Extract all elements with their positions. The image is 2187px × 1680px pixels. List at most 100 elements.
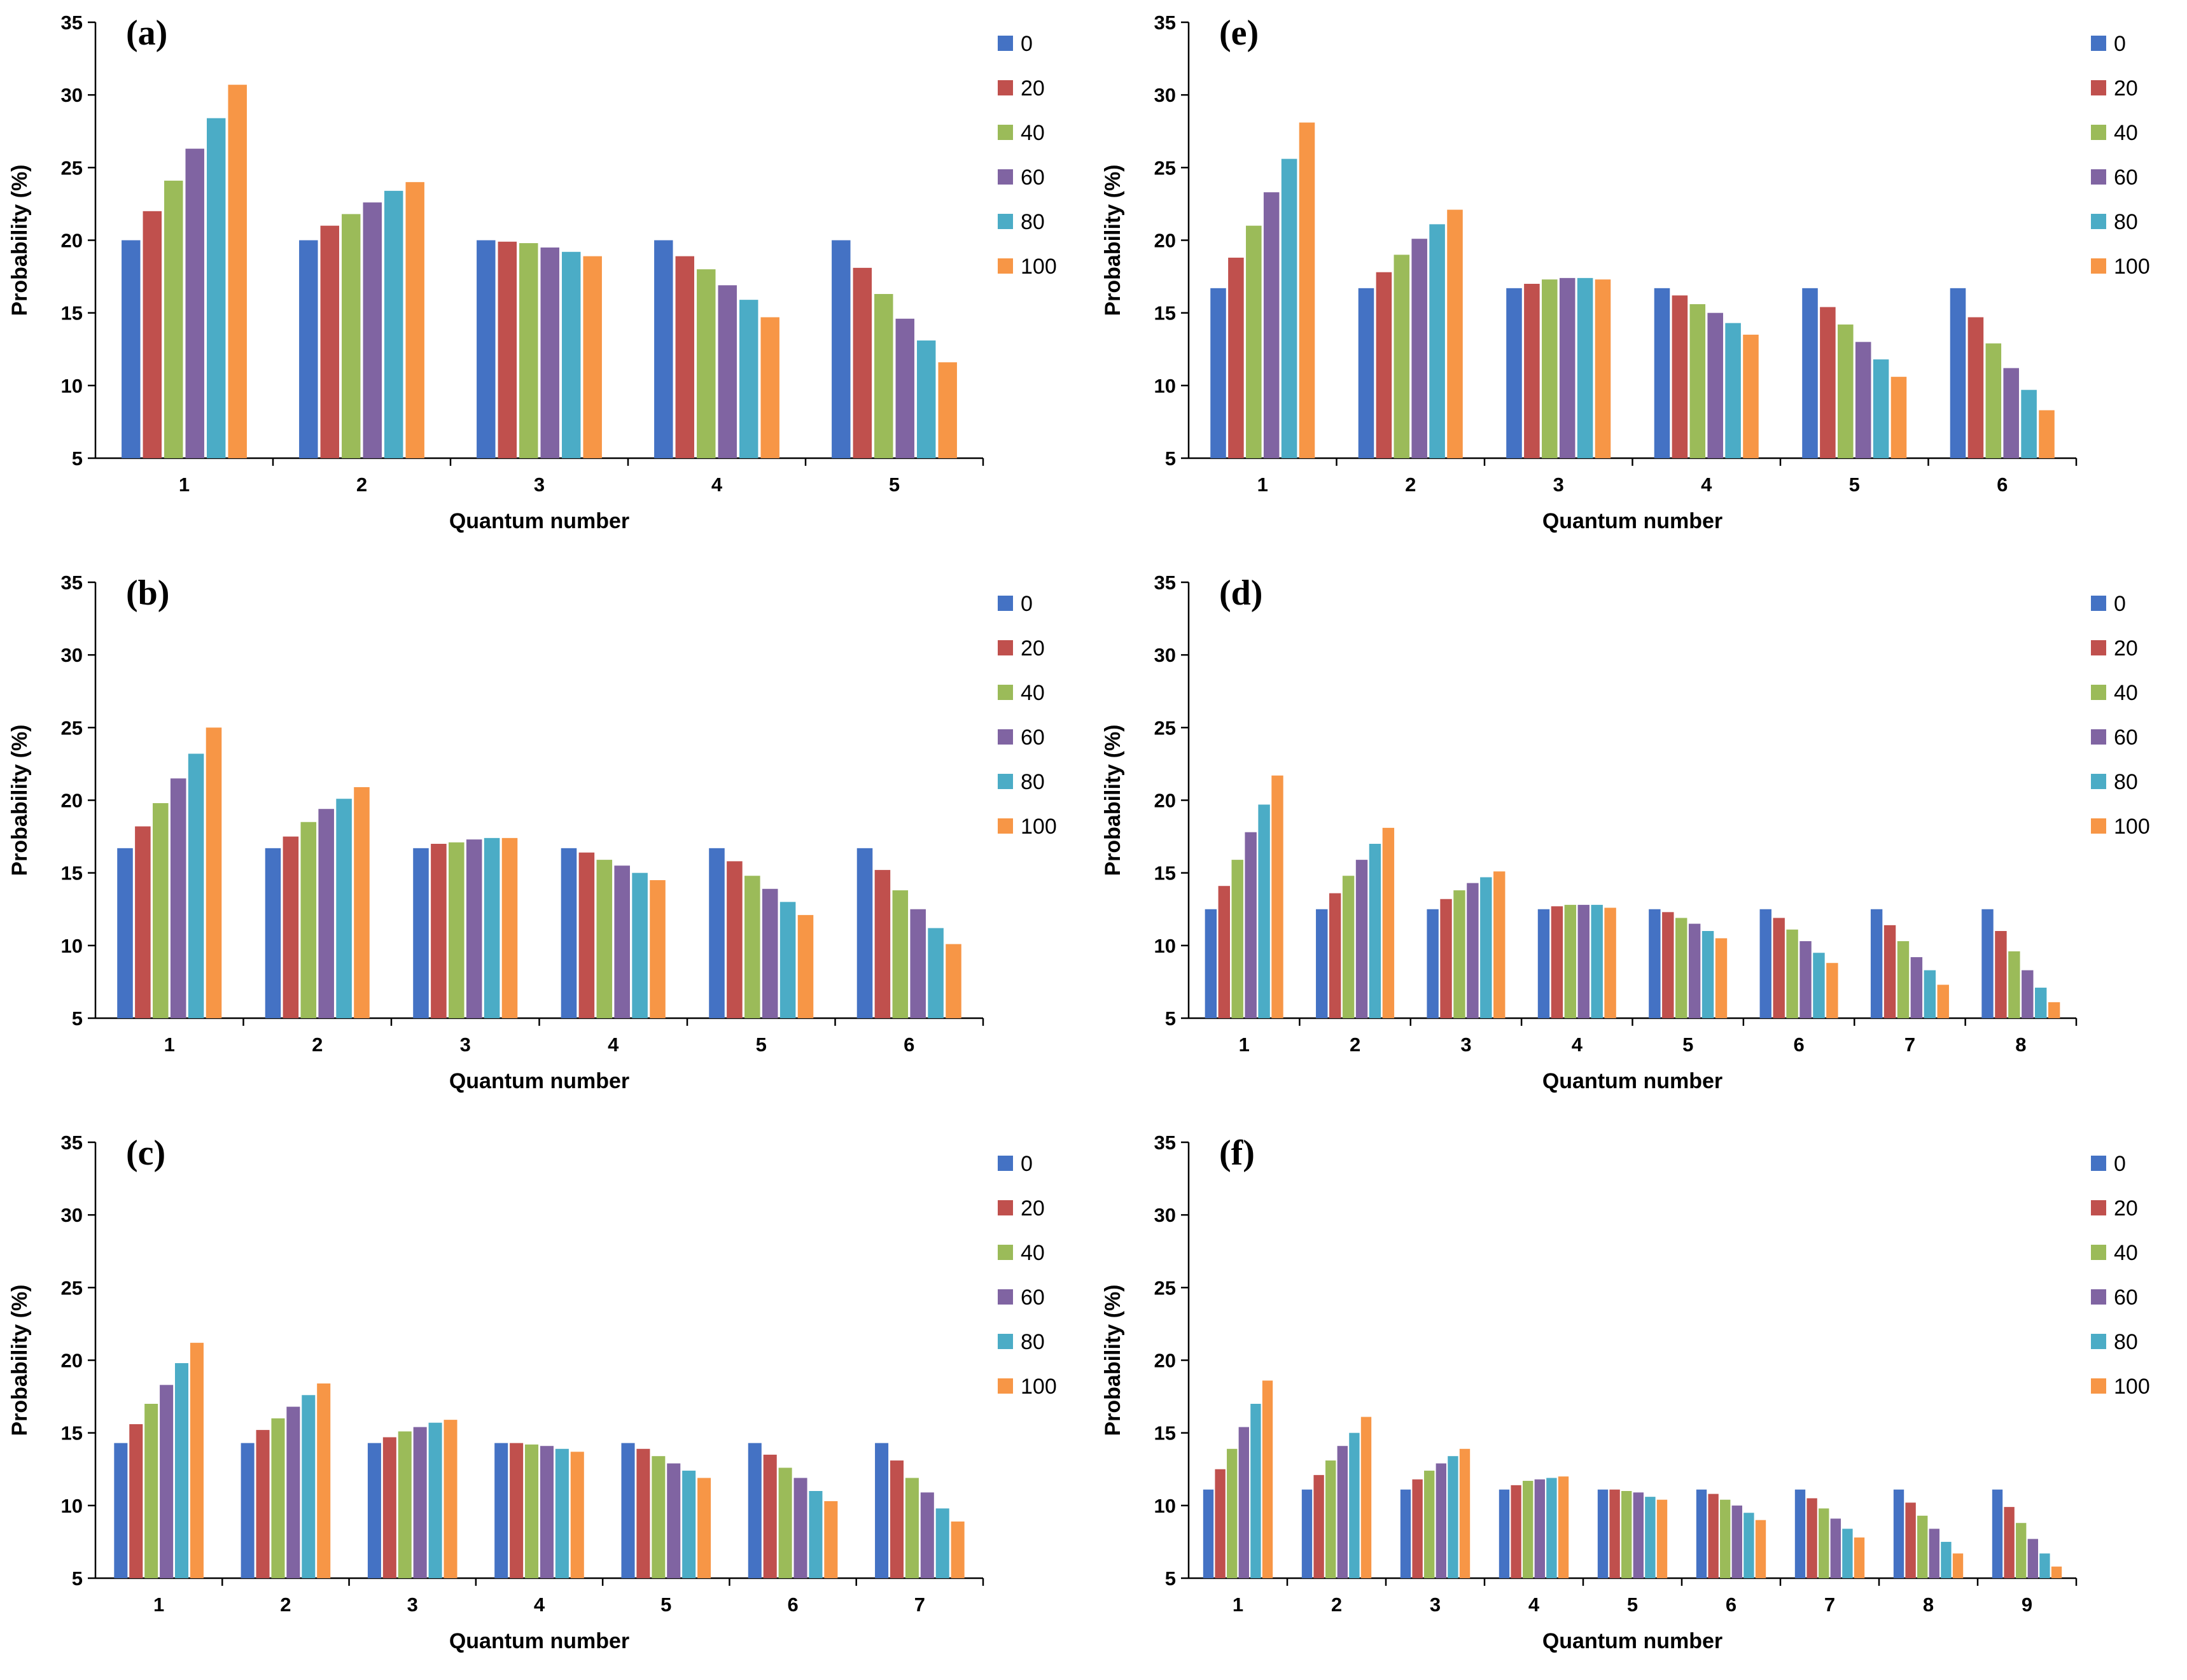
legend-label: 100 xyxy=(1021,1375,1057,1399)
bar-4-80 xyxy=(1546,1478,1557,1578)
bar-1-80 xyxy=(1250,1404,1261,1578)
panel-c: 5 10 15 20 25 30 35 1 2 3 4 5 6 7 Quantum number Probab… xyxy=(0,1120,1093,1680)
legend-label: 20 xyxy=(2114,76,2138,101)
bar-5-20 xyxy=(853,267,872,458)
bar-5-80 xyxy=(1701,931,1714,1018)
x-tick-label: 9 xyxy=(2022,1593,2032,1616)
bar-6-60 xyxy=(1799,941,1812,1018)
bar-2-60 xyxy=(318,809,334,1018)
bar-1-0 xyxy=(1203,1489,1214,1578)
y-tick-label: 25 xyxy=(61,1277,83,1299)
y-tick-label: 5 xyxy=(1165,1567,1176,1590)
y-tick-label: 35 xyxy=(1154,571,1176,594)
x-tick-label: 6 xyxy=(1726,1593,1736,1616)
bar-5-40 xyxy=(652,1456,666,1578)
x-tick-label: 5 xyxy=(889,473,900,496)
bar-5-60 xyxy=(1855,342,1871,458)
bar-4-20 xyxy=(1672,295,1688,458)
bar-6-40 xyxy=(778,1467,792,1578)
bar-8-60 xyxy=(1929,1529,1939,1578)
panel-label: (a) xyxy=(126,13,167,53)
bar-6-20 xyxy=(763,1454,777,1578)
bar-6-100 xyxy=(824,1501,838,1578)
bar-1-20 xyxy=(1215,1469,1226,1578)
bar-4-40 xyxy=(697,269,716,458)
legend-swatch xyxy=(2091,214,2106,229)
y-tick-label: 30 xyxy=(1154,1204,1176,1226)
bar-2-20 xyxy=(1329,893,1341,1018)
bar-3-0 xyxy=(1506,288,1522,458)
legend-label: 100 xyxy=(2114,1375,2150,1399)
bar-4-100 xyxy=(1558,1476,1569,1578)
bar-1-0 xyxy=(117,848,133,1018)
bar-2-0 xyxy=(1358,288,1374,458)
bar-3-20 xyxy=(1412,1479,1423,1578)
panel-e: 5 10 15 20 25 30 35 1 2 3 4 5 6 Quantum number Probabi… xyxy=(1093,0,2186,560)
x-tick-label: 1 xyxy=(1257,473,1268,496)
bar-7-0 xyxy=(875,1443,889,1578)
bar-3-0 xyxy=(413,848,429,1018)
bar-2-40 xyxy=(300,822,317,1018)
y-axis-title: Probability (%) xyxy=(1101,164,1125,316)
bar-4-100 xyxy=(1743,334,1759,458)
bar-6-100 xyxy=(946,944,961,1018)
bar-8-20 xyxy=(1995,931,2007,1018)
x-tick-label: 6 xyxy=(1997,473,2008,496)
bar-2-60 xyxy=(1355,860,1368,1018)
legend-swatch xyxy=(998,1334,1013,1349)
bar-2-40 xyxy=(271,1418,285,1578)
legend-label: 20 xyxy=(1021,636,1045,661)
y-tick-label: 25 xyxy=(61,157,83,179)
x-tick-label: 3 xyxy=(534,473,545,496)
bar-1-80 xyxy=(1281,158,1297,458)
legend-swatch xyxy=(998,80,1013,95)
bar-5-20 xyxy=(1662,912,1674,1018)
x-tick-label: 1 xyxy=(179,473,190,496)
x-tick-label: 5 xyxy=(756,1033,767,1056)
bar-5-20 xyxy=(727,861,743,1018)
legend-label: 20 xyxy=(1021,1196,1045,1221)
legend-label: 100 xyxy=(1021,255,1057,279)
bar-3-80 xyxy=(1577,277,1593,458)
x-axis-title: Quantum number xyxy=(449,1629,629,1653)
bar-9-0 xyxy=(1992,1489,2003,1578)
bar-8-0 xyxy=(1981,909,1994,1018)
legend-swatch xyxy=(2091,1378,2106,1394)
bar-6-20 xyxy=(1773,918,1785,1018)
panel-a: 5 10 15 20 25 30 35 1 2 3 4 5 Quantum number Probabil… xyxy=(0,0,1093,560)
bar-4-60 xyxy=(614,865,630,1018)
bar-1-20 xyxy=(143,211,162,458)
bar-7-80 xyxy=(1924,970,1936,1018)
y-tick-label: 20 xyxy=(1154,1350,1176,1372)
bar-7-80 xyxy=(935,1508,949,1578)
bar-4-60 xyxy=(1577,904,1590,1018)
y-tick-label: 25 xyxy=(1154,1277,1176,1299)
y-tick-label: 15 xyxy=(1154,302,1176,325)
y-tick-label: 35 xyxy=(61,571,83,594)
legend-label: 40 xyxy=(2114,121,2138,145)
legend-swatch xyxy=(998,125,1013,140)
bar-6-40 xyxy=(1720,1499,1731,1578)
bar-6-60 xyxy=(2003,368,2019,458)
x-tick-label: 7 xyxy=(1824,1593,1835,1616)
panel-label: (f) xyxy=(1219,1133,1255,1173)
legend-label: 60 xyxy=(2114,165,2138,190)
bar-6-80 xyxy=(809,1491,823,1578)
bar-6-80 xyxy=(1743,1513,1754,1578)
bar-7-80 xyxy=(1842,1529,1853,1578)
y-axis-title: Probability (%) xyxy=(1101,1284,1125,1436)
x-tick-label: 4 xyxy=(534,1593,545,1616)
legend-label: 40 xyxy=(2114,1241,2138,1265)
bar-1-60 xyxy=(170,778,186,1018)
bar-5-60 xyxy=(895,318,914,458)
legend-label: 40 xyxy=(1021,681,1045,705)
bar-5-0 xyxy=(1597,1489,1609,1578)
y-tick-label: 15 xyxy=(61,302,83,325)
bar-2-80 xyxy=(336,799,352,1018)
bar-7-100 xyxy=(1937,984,1949,1018)
bar-1-40 xyxy=(144,1404,158,1578)
bar-3-40 xyxy=(398,1431,412,1578)
y-tick-label: 30 xyxy=(61,644,83,666)
bar-5-40 xyxy=(1621,1491,1632,1578)
bar-5-40 xyxy=(1838,324,1854,458)
